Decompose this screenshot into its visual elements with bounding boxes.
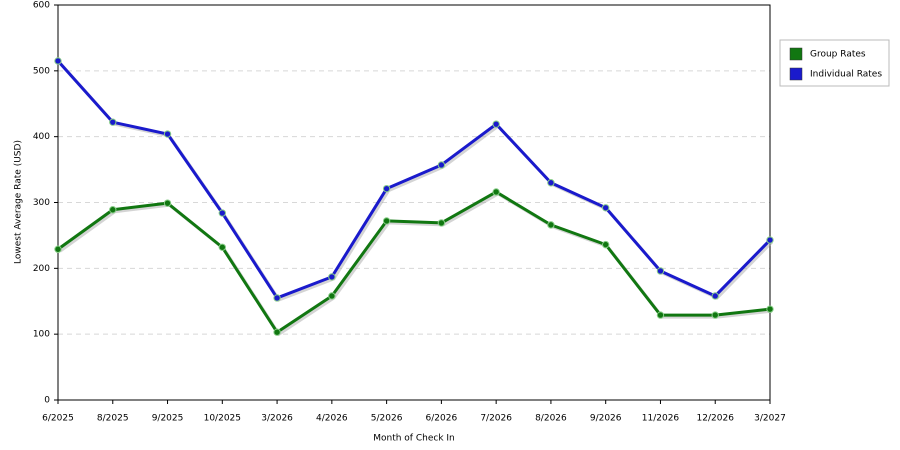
data-point [273,328,281,336]
data-point [218,243,227,251]
data-point [437,219,446,227]
x-tick-label: 10/2025 [204,414,241,424]
legend-label: Group Rates [810,50,866,60]
data-point [492,120,500,128]
x-tick-label: 12/2026 [697,414,735,424]
y-tick-label: 200 [33,264,50,274]
data-point [163,199,172,207]
data-point [163,130,172,138]
data-point [437,161,446,169]
y-axis-label: Lowest Average Rate (USD) [14,140,24,264]
legend-swatch [789,47,803,61]
x-tick-label: 5/2026 [371,414,403,424]
data-point [656,311,665,319]
data-point [109,118,117,126]
x-tick-label: 6/2026 [426,414,458,424]
x-tick-label: 9/2025 [152,414,184,424]
y-tick-label: 400 [33,132,50,142]
data-point [601,240,610,249]
data-point [492,188,500,196]
x-tick-label: 8/2026 [535,414,567,424]
y-tick-label: 300 [33,198,50,208]
data-point [656,267,665,275]
x-tick-label: 8/2025 [97,414,129,424]
data-point [218,209,227,217]
data-point [382,217,391,225]
x-tick-label: 9/2026 [590,414,622,424]
y-tick-label: 500 [33,66,50,76]
series-line-shadow [59,192,773,337]
data-point [328,273,336,281]
y-tick-label: 600 [33,1,50,11]
data-point [54,57,62,65]
y-tick-label: 0 [44,396,50,406]
x-tick-label: 7/2026 [480,414,512,424]
data-point [109,206,117,214]
data-point [547,221,555,229]
data-point [766,236,774,244]
data-point [547,179,555,187]
series-line-shadow [58,61,774,302]
data-point [711,311,719,319]
data-point [54,245,62,253]
series-line [56,59,772,300]
legend-label: Individual Rates [810,70,882,80]
data-point [382,184,391,193]
data-point [601,204,610,212]
data-point [711,292,719,300]
legend-swatch [789,67,803,81]
x-tick-label: 3/2026 [261,414,293,424]
data-point [273,294,281,302]
x-axis-label: Month of Check In [373,434,455,444]
x-tick-label: 4/2026 [316,414,348,424]
y-tick-label: 100 [33,330,50,340]
data-point [328,292,336,300]
series-line [57,190,771,334]
plot-frame [57,4,771,401]
x-tick-label: 11/2026 [642,414,680,424]
x-tick-label: 3/2027 [754,414,786,424]
x-tick-label: 6/2025 [42,414,74,424]
data-point [766,305,774,313]
